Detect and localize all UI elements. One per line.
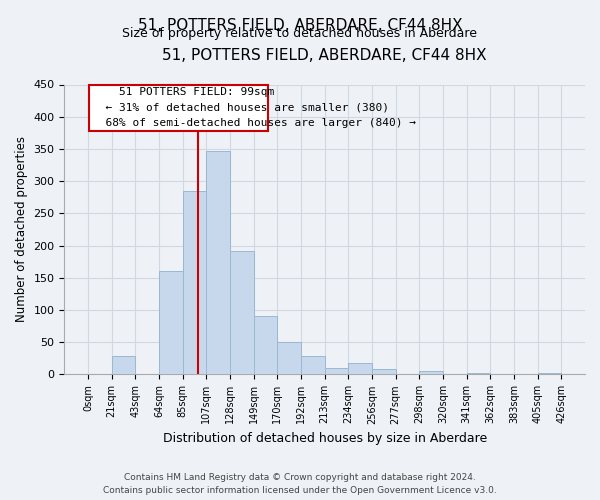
Bar <box>372 370 395 374</box>
Title: 51, POTTERS FIELD, ABERDARE, CF44 8HX: 51, POTTERS FIELD, ABERDARE, CF44 8HX <box>163 48 487 62</box>
Bar <box>159 272 183 374</box>
Text: Size of property relative to detached houses in Aberdare: Size of property relative to detached ho… <box>122 28 478 40</box>
Bar <box>230 250 254 374</box>
Bar <box>206 151 230 374</box>
Text: 51, POTTERS FIELD, ABERDARE, CF44 8HX: 51, POTTERS FIELD, ABERDARE, CF44 8HX <box>137 18 463 32</box>
Y-axis label: Number of detached properties: Number of detached properties <box>15 136 28 322</box>
Bar <box>538 372 562 374</box>
Bar <box>277 342 301 374</box>
Bar <box>419 371 443 374</box>
Bar <box>301 356 325 374</box>
Bar <box>183 191 206 374</box>
Bar <box>254 316 277 374</box>
Text: Contains HM Land Registry data © Crown copyright and database right 2024.
Contai: Contains HM Land Registry data © Crown c… <box>103 474 497 495</box>
Bar <box>467 372 490 374</box>
Bar <box>112 356 136 374</box>
Text: 51 POTTERS FIELD: 99sqm
  ← 31% of detached houses are smaller (380)
  68% of se: 51 POTTERS FIELD: 99sqm ← 31% of detache… <box>92 87 416 128</box>
Bar <box>325 368 349 374</box>
FancyBboxPatch shape <box>89 84 268 131</box>
Bar <box>349 363 372 374</box>
X-axis label: Distribution of detached houses by size in Aberdare: Distribution of detached houses by size … <box>163 432 487 445</box>
